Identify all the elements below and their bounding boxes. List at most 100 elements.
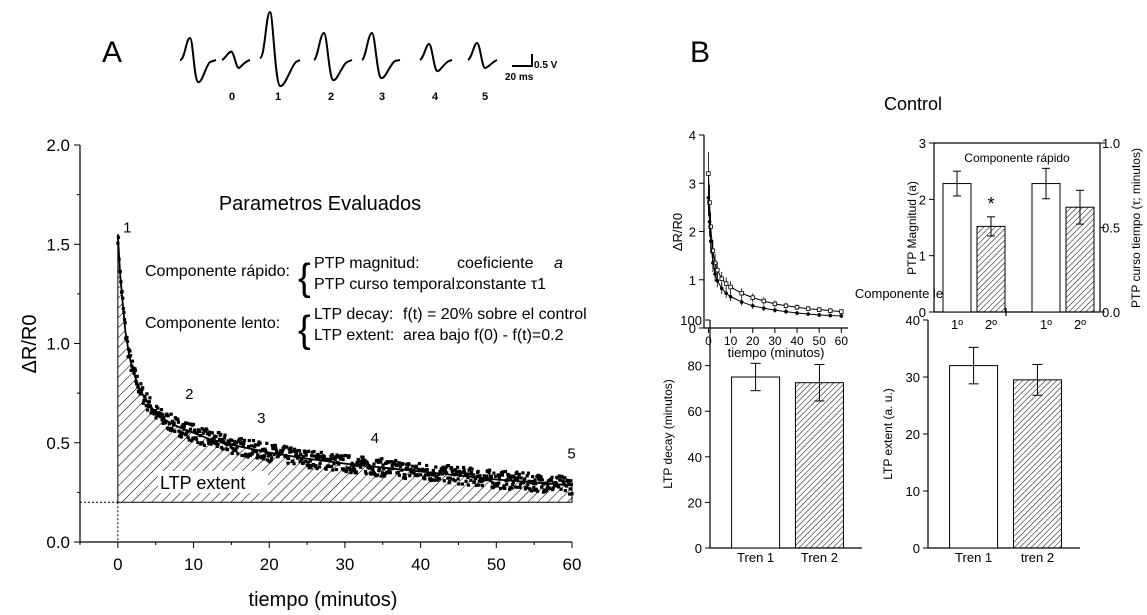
main-data-point	[434, 465, 438, 469]
main-data-point	[185, 430, 189, 435]
main-data-point	[275, 451, 279, 455]
main-data-point	[136, 385, 140, 389]
main-data-point	[529, 489, 534, 493]
trace-number-1: 1	[275, 91, 281, 103]
main-data-point	[293, 449, 297, 454]
main-data-point	[254, 449, 259, 454]
decay-point	[708, 224, 713, 229]
main-data-point	[509, 474, 514, 478]
trace-number-0: 0	[229, 91, 235, 103]
rapido-right-tick-label: 0.0	[1102, 305, 1120, 320]
main-data-point	[192, 430, 196, 434]
main-data-point	[179, 435, 184, 439]
main-data-point	[145, 408, 150, 412]
main-data-point	[234, 448, 238, 453]
main-data-point	[142, 398, 146, 403]
main-data-point	[503, 486, 507, 490]
main-data-point	[547, 486, 552, 490]
main-data-point	[461, 470, 465, 474]
rapido-left-tick-label: 0	[919, 305, 926, 320]
main-data-point	[485, 474, 489, 478]
main-data-point	[515, 470, 519, 474]
main-data-point	[508, 487, 512, 491]
main-data-point	[390, 463, 394, 467]
main-data-point	[425, 463, 429, 468]
main-data-point	[475, 474, 479, 478]
main-data-point	[449, 466, 454, 470]
main-data-point	[549, 478, 554, 483]
main-data-point	[467, 468, 471, 472]
main-data-point	[322, 455, 326, 459]
main-data-point	[269, 458, 273, 462]
main-data-point	[300, 458, 304, 462]
main-data-point	[274, 446, 278, 450]
main-data-point	[515, 477, 520, 481]
decay-point	[728, 294, 733, 299]
main-data-point	[478, 474, 482, 478]
main-data-point	[401, 462, 405, 466]
main-data-point	[207, 433, 211, 437]
main-data-point	[521, 471, 525, 475]
panel-label-b: B	[690, 36, 710, 69]
main-y-tick-label: 1.0	[46, 335, 70, 354]
trace-marker-4: 4	[371, 430, 379, 447]
main-data-point	[466, 483, 471, 487]
main-data-point	[262, 454, 266, 458]
decay-point	[772, 301, 778, 307]
main-data-point	[526, 483, 530, 487]
main-data-point	[340, 455, 344, 459]
main-data-point	[256, 453, 260, 457]
main-data-point	[182, 424, 187, 428]
main-data-point	[503, 469, 507, 474]
ltp-extent-desc: area bajo f(0) - f(t)=0.2	[403, 327, 564, 344]
main-x-tick-label: 10	[184, 555, 203, 574]
main-y-tick-label: 2.0	[46, 136, 70, 155]
main-data-point	[214, 435, 218, 439]
main-data-point	[460, 482, 464, 486]
main-data-point	[216, 442, 220, 447]
field-potential-traces: 0 1 2 3 4 5 0.5 V 20 ms	[179, 10, 558, 103]
main-data-point	[205, 428, 209, 432]
main-data-point	[330, 464, 334, 469]
ltp-decay-name: LTP decay:	[314, 306, 393, 323]
main-data-point	[289, 446, 293, 450]
decay-point	[806, 312, 810, 316]
main-data-point	[462, 468, 466, 472]
main-data-point	[489, 479, 493, 483]
main-data-point	[496, 473, 500, 477]
main-data-point	[210, 431, 214, 435]
main-data-point	[425, 468, 429, 472]
rapido-left-tick-label: 3	[919, 136, 926, 151]
decay-series-line-2	[707, 197, 842, 317]
main-data-point	[525, 474, 529, 478]
main-data-point	[225, 442, 229, 447]
main-data-point	[511, 482, 515, 487]
main-data-point	[308, 463, 312, 468]
main-data-point	[437, 477, 441, 481]
main-data-point	[554, 481, 558, 485]
main-data-point	[242, 438, 247, 442]
main-data-point	[443, 470, 447, 474]
decay-point	[828, 313, 833, 318]
main-data-point	[280, 449, 285, 453]
main-data-point	[540, 485, 544, 489]
decay-y-tick-label: 4	[689, 128, 696, 143]
main-data-point	[337, 462, 341, 466]
rapido-row-label: Componente rápido:	[145, 263, 290, 280]
main-data-point	[316, 456, 320, 461]
main-data-point	[165, 412, 169, 416]
main-data-point	[497, 475, 501, 480]
main-data-point	[229, 445, 233, 449]
main-data-point	[563, 476, 567, 480]
scale-bar-time: 20 ms	[505, 72, 534, 83]
main-data-point	[265, 458, 270, 462]
main-data-point	[480, 484, 484, 488]
main-data-point	[343, 453, 348, 458]
main-data-point	[380, 471, 385, 475]
main-data-point	[498, 486, 503, 491]
main-data-point	[202, 443, 207, 447]
main-data-point	[389, 460, 394, 464]
main-data-point	[559, 487, 563, 491]
main-data-point	[307, 466, 311, 470]
main-data-point	[468, 466, 472, 470]
